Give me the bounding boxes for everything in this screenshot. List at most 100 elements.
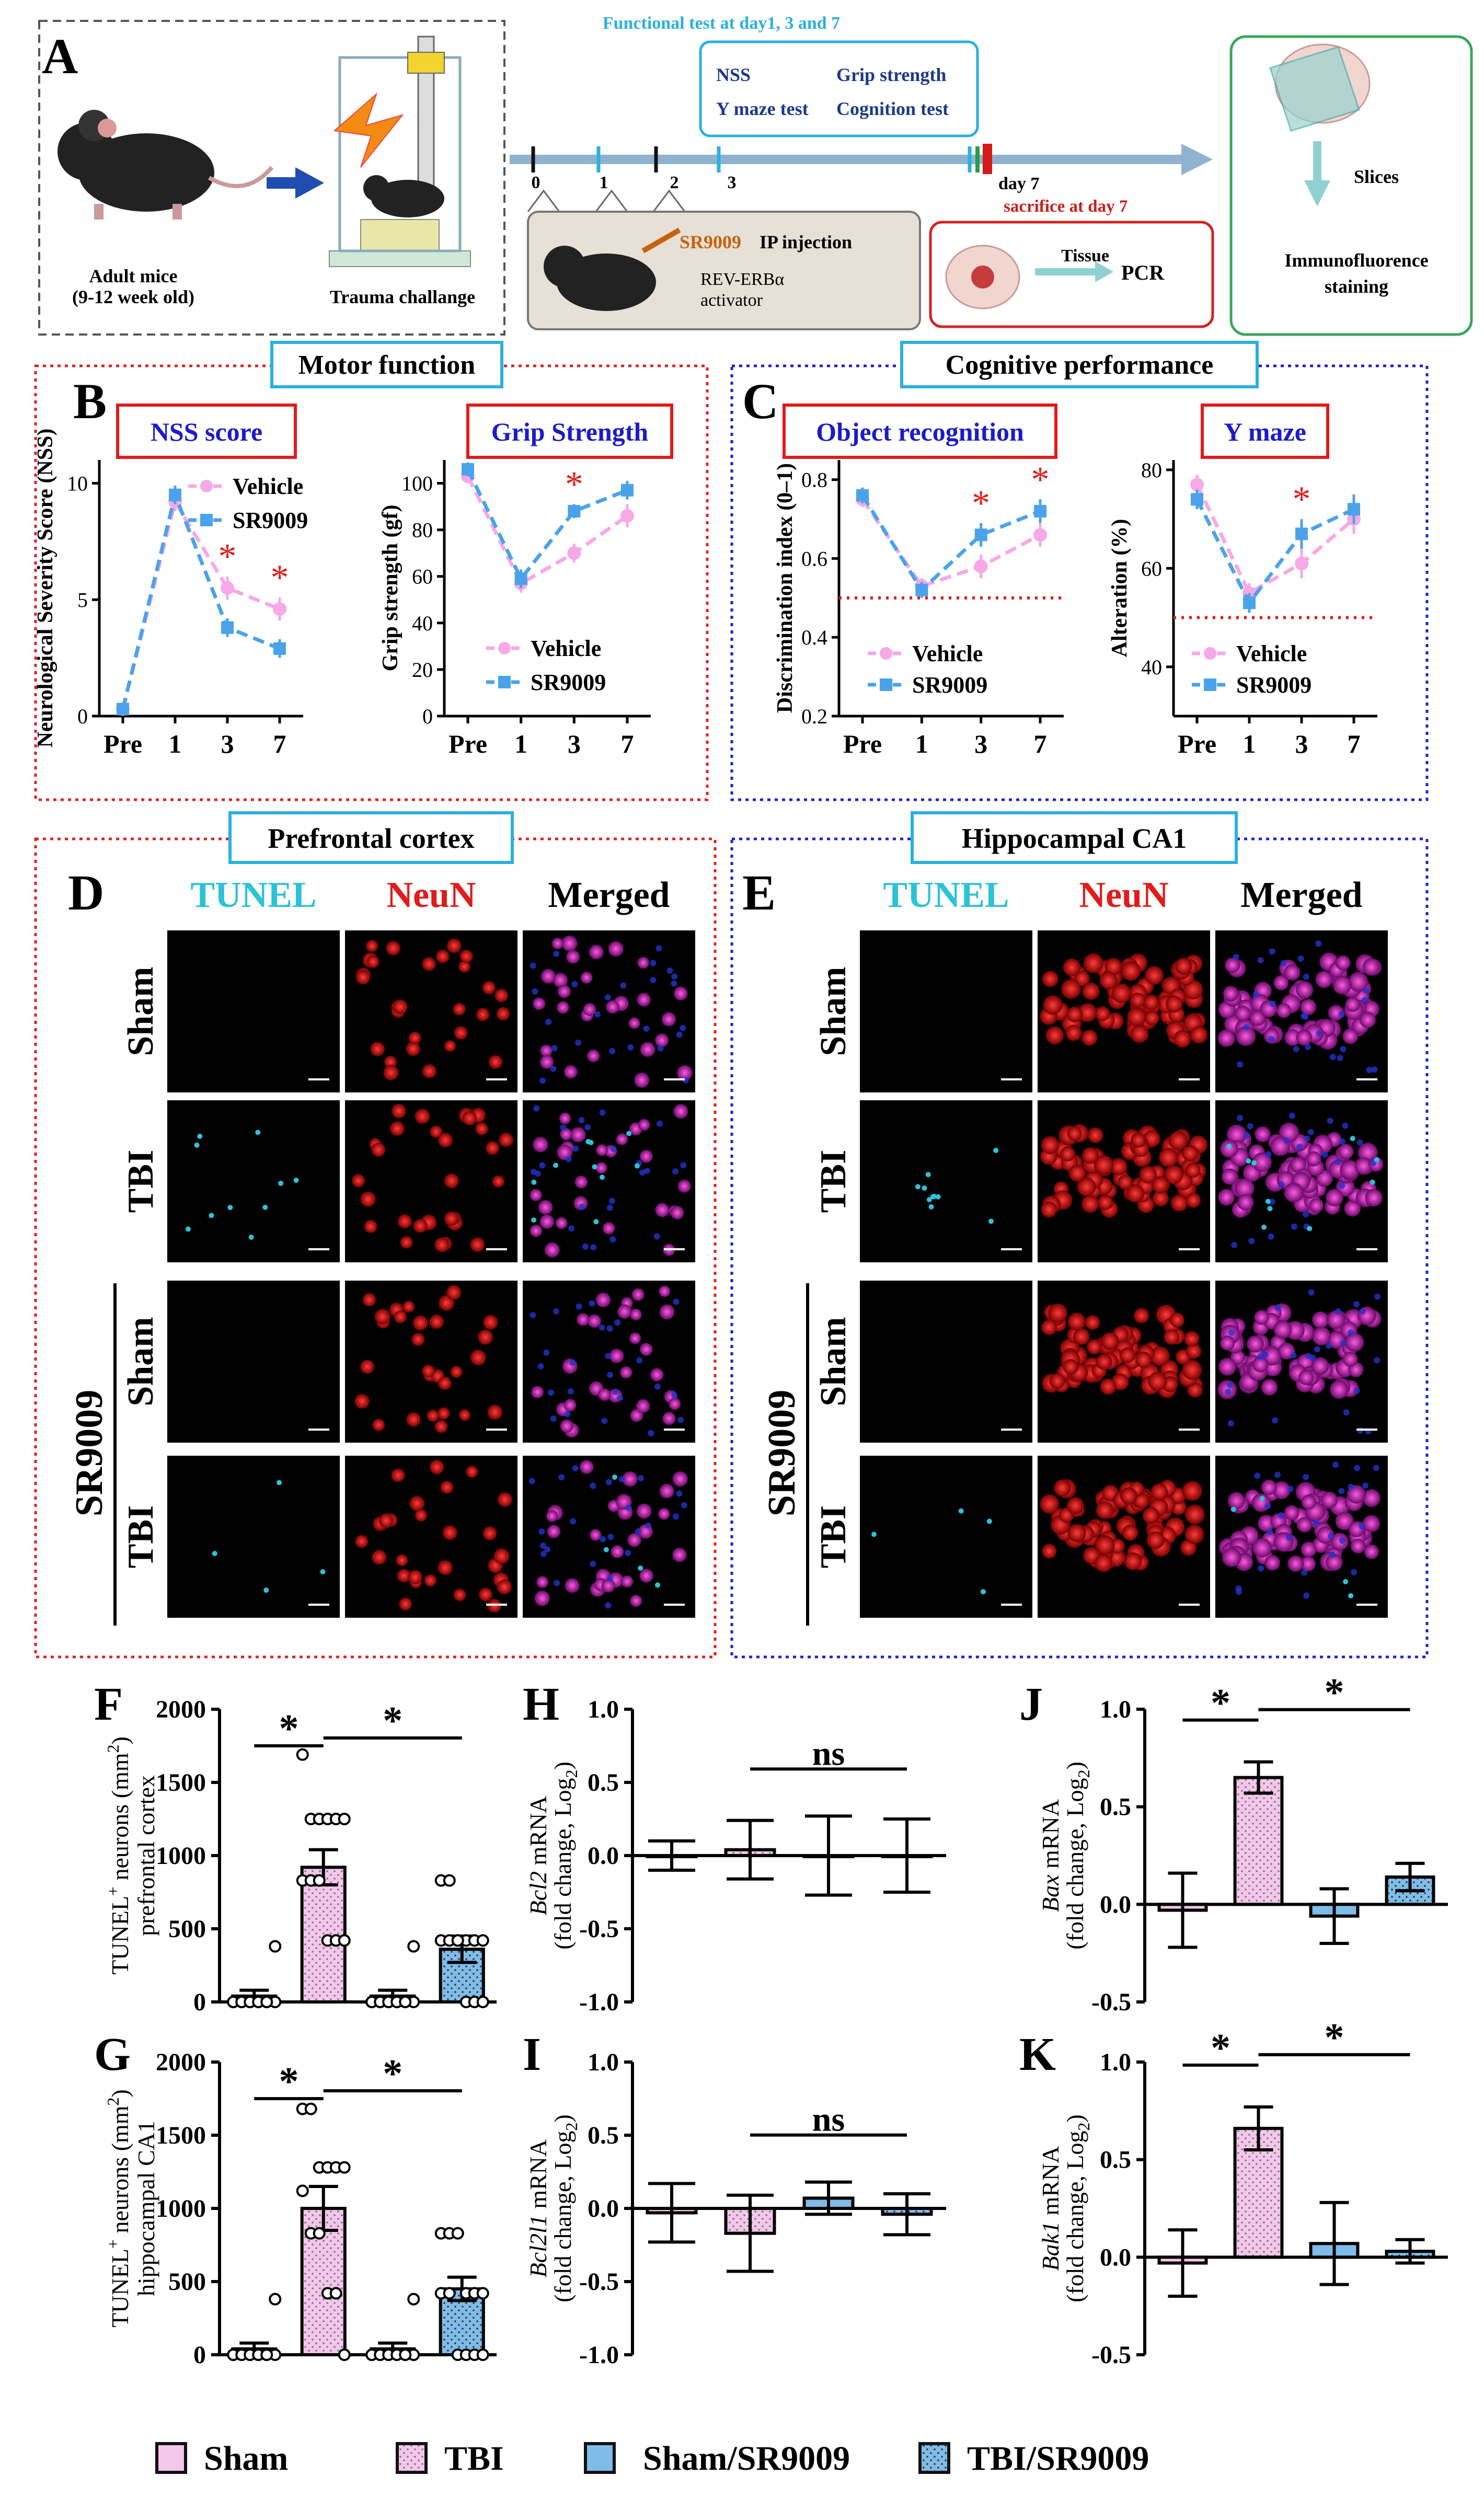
legend-swatch-tbi-sr <box>918 2442 950 2474</box>
neuron <box>497 1579 512 1595</box>
data-point <box>269 1940 282 1953</box>
neuron <box>476 1008 490 1021</box>
tunel-cell <box>209 1213 214 1218</box>
neuron <box>1066 1006 1083 1022</box>
nucleus <box>548 1389 555 1396</box>
tunel-cell <box>263 1587 269 1593</box>
neuron <box>366 955 379 969</box>
injected-mouse-icon <box>544 227 681 311</box>
neuron <box>1338 1144 1354 1160</box>
neuron <box>1184 1331 1200 1346</box>
neuron <box>1252 1356 1269 1373</box>
neuron <box>1073 1328 1090 1345</box>
neuron <box>1247 1335 1264 1353</box>
y-tick-label: 0.5 <box>588 2122 619 2149</box>
neuron <box>479 1587 493 1602</box>
y-axis-label-2: (fold change, Log2) <box>1062 1761 1093 1950</box>
nucleus <box>1274 1304 1281 1311</box>
neuron <box>1362 1489 1381 1507</box>
nucleus <box>607 1534 614 1540</box>
nucleus <box>643 1025 650 1032</box>
sig-label: * <box>1325 2016 1344 2059</box>
tunel-cell <box>935 1194 941 1200</box>
tunel-cell <box>255 1130 261 1135</box>
data-point <box>1191 493 1203 506</box>
motor-title: Motor function <box>298 350 476 380</box>
tunel-cell <box>185 1226 191 1232</box>
nucleus <box>539 1162 546 1169</box>
y-axis-label-2: prefrontal cortex <box>133 1775 159 1936</box>
tunel-cell <box>655 1582 661 1588</box>
neuron <box>478 1329 493 1345</box>
data-point <box>1034 505 1046 517</box>
nucleus <box>575 1039 582 1046</box>
nucleus <box>1339 1182 1345 1189</box>
chart-bax: -0.5 0.0 0.5 1.0 Bax mRNA(fold change, Log2)… <box>1037 1671 1448 2016</box>
neuron <box>372 1419 385 1431</box>
y-tick-label: 2000 <box>156 2048 206 2076</box>
neuron <box>406 1412 421 1427</box>
y-tick-label: 40 <box>1141 655 1162 679</box>
nucleus <box>1354 1465 1361 1471</box>
neuron <box>370 1042 385 1056</box>
nucleus <box>590 1482 596 1489</box>
tests-box <box>699 40 979 137</box>
neuron <box>627 1533 641 1547</box>
neuron <box>1272 1481 1291 1500</box>
neuron <box>1184 1504 1205 1524</box>
neuron <box>1139 1166 1157 1184</box>
nucleus <box>1374 1293 1381 1300</box>
sig-label: * <box>383 2052 402 2095</box>
nucleus <box>672 1168 679 1175</box>
neuron <box>415 1509 428 1522</box>
nucleus <box>605 1479 612 1486</box>
nucleus <box>1237 1061 1244 1068</box>
nucleus <box>1334 1158 1341 1165</box>
nucleus <box>639 1169 646 1176</box>
significance-star: * <box>565 465 583 505</box>
neuron <box>482 1526 497 1540</box>
y-tick-label: -0.5 <box>579 2268 619 2296</box>
nucleus <box>648 1430 654 1436</box>
row-label: TBI <box>121 1505 161 1569</box>
neuron <box>577 1313 590 1326</box>
neuron <box>1131 1133 1146 1148</box>
neuron <box>1082 982 1100 1000</box>
neuron <box>1077 1177 1096 1196</box>
legend-marker <box>200 514 213 526</box>
data-point <box>260 1996 273 2008</box>
y-tick-label: 10 <box>67 472 88 496</box>
neuron <box>438 1560 453 1575</box>
panel-letter-e: E <box>742 865 776 920</box>
neuron <box>1344 1332 1364 1352</box>
neuron <box>1298 1369 1314 1385</box>
neuron <box>386 941 400 955</box>
nucleus <box>1314 1346 1320 1353</box>
nucleus <box>571 981 578 987</box>
chart-title-box <box>1201 404 1329 459</box>
nucleus <box>1301 1569 1308 1576</box>
series-line <box>121 489 281 710</box>
nucleus <box>606 1575 613 1582</box>
neuron <box>1146 1531 1165 1549</box>
y-tick-label: 0 <box>422 705 433 728</box>
neuron <box>650 1368 664 1381</box>
tunel-cell <box>871 1532 877 1537</box>
neuron <box>579 1460 594 1474</box>
nucleus <box>1252 991 1259 998</box>
nucleus <box>1321 1152 1328 1158</box>
legend-label: SR9009 <box>912 672 987 698</box>
neuron <box>1354 1157 1373 1175</box>
y-tick-label: 80 <box>1141 458 1162 482</box>
nucleus <box>606 1204 613 1211</box>
row-label: TBI <box>813 1505 854 1569</box>
nucleus <box>540 1550 547 1557</box>
nucleus <box>1338 1011 1345 1018</box>
neuron <box>1182 1481 1202 1501</box>
chart-bak1: -0.5 0.0 0.5 1.0 Bak1 mRNA(fold change, Log2… <box>1037 2016 1448 2369</box>
nucleus <box>560 1124 567 1131</box>
neuron <box>1042 1544 1057 1559</box>
neuron <box>440 1481 454 1494</box>
neuron <box>372 1550 387 1565</box>
nucleus <box>553 950 560 957</box>
